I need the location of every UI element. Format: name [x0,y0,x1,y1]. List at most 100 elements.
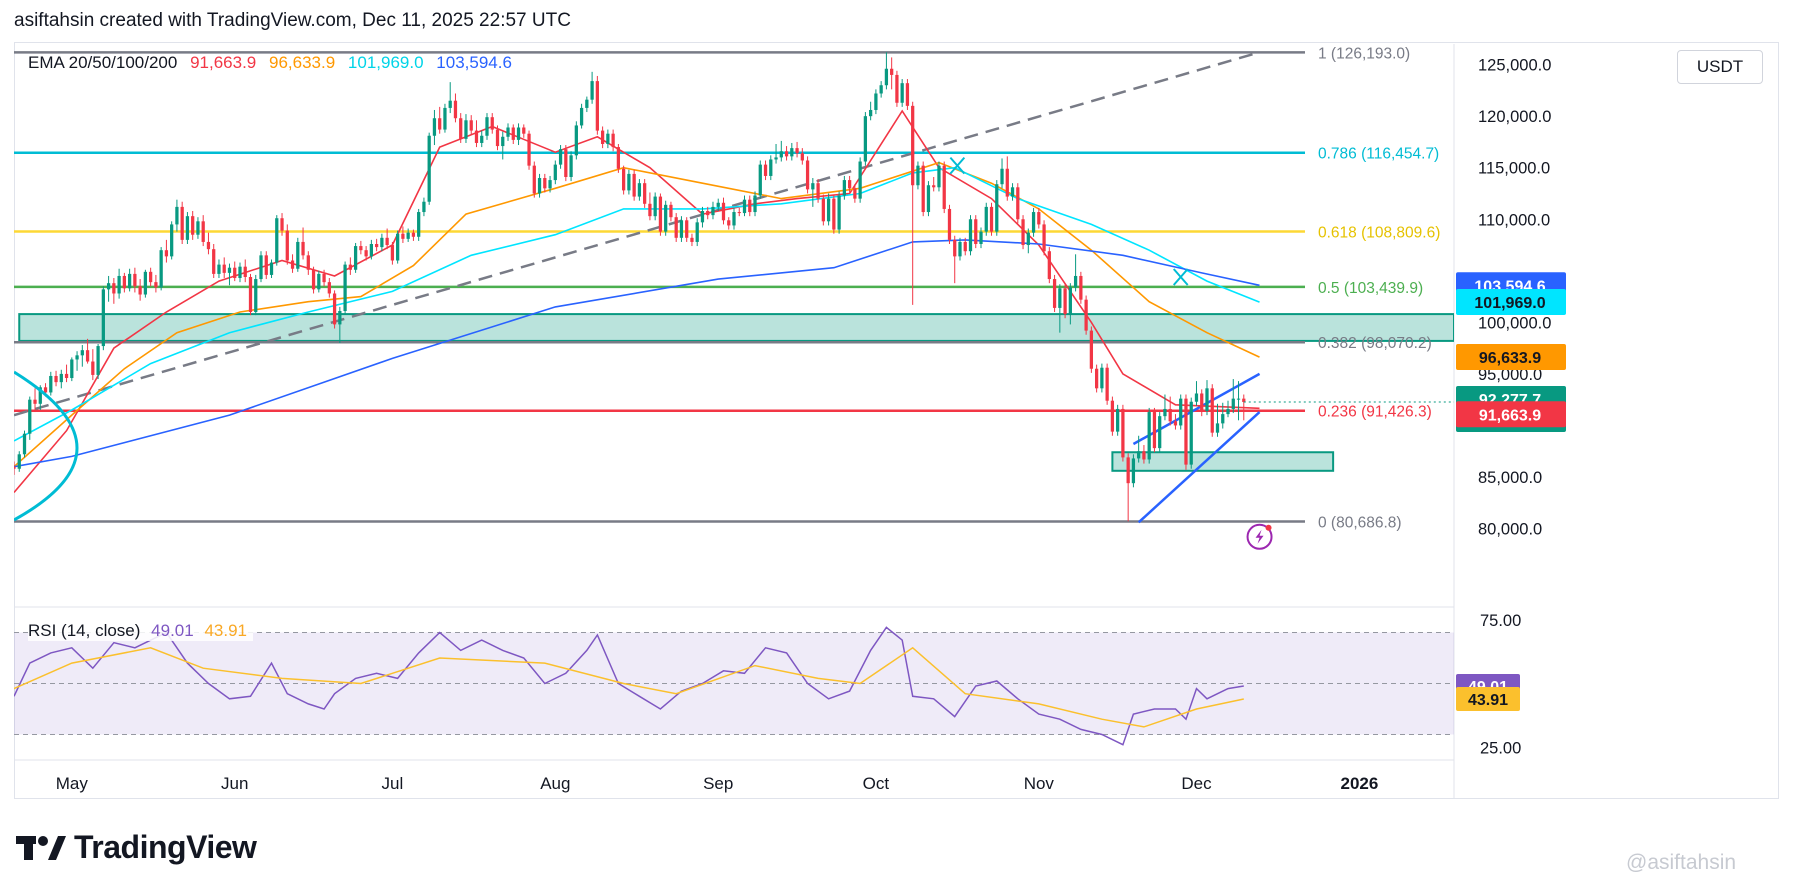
candle-body [516,127,521,140]
candle-body [884,68,889,86]
candle-body [14,466,16,469]
candle-body [1137,451,1141,459]
candle-body [643,183,647,204]
candle-body [1121,408,1125,458]
fib-label-0.618: 0.618 (108,809.6) [1318,225,1440,242]
candle-body [1089,330,1094,369]
candle-body [769,159,773,176]
candle-body [937,165,941,188]
candle-body [54,375,58,383]
candle-body [296,241,300,269]
candle-body [1147,412,1151,460]
candle-body [558,149,563,165]
candle-body [1152,412,1157,449]
tradingview-logo-icon [16,835,66,860]
price-axis-tick: 80,000.0 [1478,521,1542,539]
candle-body [648,203,652,217]
rsi-value: 49.01 [151,621,194,640]
demand-zone-1 [18,313,1454,342]
candle-body [863,116,868,162]
fib-label-0.5: 0.5 (103,439.9) [1318,280,1423,297]
candle-body [317,273,321,290]
time-axis-label: Jun [221,774,248,793]
candle-body [506,127,510,137]
candle-body [1084,299,1088,331]
time-axis-label: Dec [1181,774,1212,793]
candle-body [201,221,205,242]
candle-body [359,246,363,251]
candle-body [911,105,915,186]
candle-body [974,219,978,244]
candle-body [1079,275,1083,300]
candle-body [1231,398,1235,409]
candle-body [600,130,605,144]
candle-body [706,211,710,216]
candle-body [926,185,931,213]
currency-selector[interactable]: USDT [1677,50,1763,84]
trendline-3 [1137,411,1261,524]
chart-frame [14,42,1779,799]
candle-body [795,148,799,154]
time-axis-label: Sep [703,774,733,793]
candle-body [779,151,783,158]
fib-label-0.382: 0.382 (98,070.2) [1318,335,1432,352]
chart-author-line: asiftahsin created with TradingView.com,… [14,10,571,31]
candle-body [91,361,95,375]
candle-body [869,109,873,117]
candle-body [106,283,111,290]
candle-body [175,206,179,225]
candle-body [826,198,831,222]
candle-body [233,267,237,279]
candle-body [811,183,815,190]
candle-body [543,178,547,189]
candle-body [369,244,374,257]
candle-body [1073,275,1078,288]
candle-body [632,173,636,197]
candle-body [269,262,274,275]
candle-body [411,232,416,237]
candle-body [1221,414,1225,424]
candle-body [501,136,505,147]
candle-body [585,99,589,108]
ema-legend[interactable]: EMA 20/50/100/200 91,663.9 96,633.9 101,… [28,53,520,73]
ema200-value: 103,594.6 [436,53,512,72]
price-axis-tick: 125,000.0 [1478,57,1551,75]
time-axis-label: Aug [540,774,570,793]
candle-body [59,373,63,383]
rsi-legend[interactable]: RSI (14, close) 49.01 43.91 [28,621,253,641]
candle-body [968,219,973,252]
candle-body [238,266,242,279]
price-axis-tick: 110,000.0 [1478,211,1550,229]
ema-200-line [14,239,1260,468]
candle-body [311,269,316,290]
candle-body [921,165,925,213]
ema-cross-marker-oct [949,156,966,175]
candle-body [895,74,899,103]
candle-body [374,244,379,248]
candle-body [149,271,153,283]
rsi-legend-label: RSI (14, close) [28,621,141,640]
candle-body [1168,408,1172,422]
ema100-value: 101,969.0 [347,53,424,72]
fib-label-0: 0 (80,686.8) [1318,514,1402,531]
price-badge-label: 101,969.0 [1474,295,1545,312]
candle-body [1210,388,1214,433]
ema-legend-label: EMA 20/50/100/200 [28,53,178,72]
candle-body [154,282,158,288]
rsi-badge [1456,687,1520,712]
author-watermark: @asiftahsin [1626,851,1737,874]
price-axis-tick: 85,000.0 [1478,469,1542,487]
ema50-value: 96,633.9 [269,53,336,72]
candle-body [847,180,852,189]
candle-body [212,249,216,274]
volume-profile-arc [14,370,79,522]
candle-body [248,276,253,313]
tradingview-logo[interactable]: TradingView [16,829,257,866]
candle-body [1236,398,1241,400]
ema-20-line [14,109,1260,494]
event-dot [1265,524,1272,531]
price-badge-label: 91,663.9 [1479,407,1541,424]
candle-body [763,164,768,176]
candle-body [674,217,678,238]
